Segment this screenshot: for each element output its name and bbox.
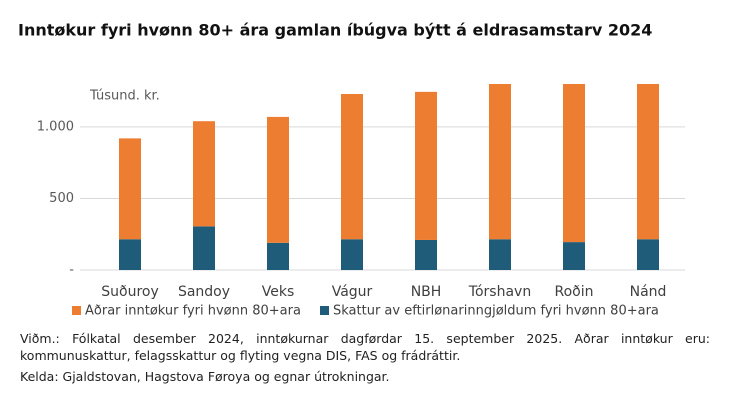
bar-segment bbox=[119, 138, 141, 240]
x-tick-label: Tórshavn bbox=[468, 284, 531, 300]
chart-title: Inntøkur fyri hvønn 80+ ára gamlan íbúgv… bbox=[18, 21, 652, 40]
bar-segment bbox=[341, 239, 363, 270]
x-tick-label: Nánd bbox=[630, 284, 667, 300]
bar-segment bbox=[637, 239, 659, 270]
bar-segment bbox=[489, 84, 511, 240]
y-tick-label: 500 bbox=[49, 191, 74, 206]
bar-segment bbox=[489, 239, 511, 270]
x-tick-label: Veks bbox=[262, 284, 295, 300]
bar-segment bbox=[193, 121, 215, 227]
notes: Viðm.: Fólkatal desember 2024, inntøkurn… bbox=[20, 330, 710, 385]
bar-segment bbox=[415, 91, 437, 240]
bar-segment bbox=[563, 242, 585, 270]
x-tick-label: NBH bbox=[411, 284, 442, 300]
bar-segment bbox=[637, 84, 659, 240]
bar-segment bbox=[341, 94, 363, 240]
bar-segment bbox=[119, 239, 141, 270]
bar-segment bbox=[193, 226, 215, 270]
x-tick-label: Vágur bbox=[332, 284, 373, 300]
legend-label: Aðrar inntøkur fyri hvønn 80+ara bbox=[85, 304, 301, 319]
legend-swatch bbox=[72, 306, 81, 315]
legend-swatch bbox=[320, 306, 329, 315]
chart: Inntøkur fyri hvønn 80+ ára gamlan íbúgv… bbox=[18, 21, 685, 319]
x-tick-label: Suðuroy bbox=[101, 284, 159, 300]
bar-segment bbox=[415, 239, 437, 270]
y-tick-label: - bbox=[69, 263, 74, 278]
y-unit-label: Túsund. kr. bbox=[89, 89, 160, 104]
bar-segment bbox=[267, 116, 289, 243]
bar-segment bbox=[267, 242, 289, 270]
note: Viðm.: Fólkatal desember 2024, inntøkurn… bbox=[20, 331, 710, 363]
source: Kelda: Gjaldstovan, Hagstova Føroya og e… bbox=[20, 369, 390, 384]
legend-label: Skattur av eftirlønarinngjøldum fyri hvø… bbox=[333, 304, 659, 319]
y-tick-label: 1.000 bbox=[37, 119, 74, 134]
x-tick-label: Roðin bbox=[555, 284, 594, 300]
bar-segment bbox=[563, 84, 585, 243]
x-tick-label: Sandoy bbox=[178, 284, 230, 300]
